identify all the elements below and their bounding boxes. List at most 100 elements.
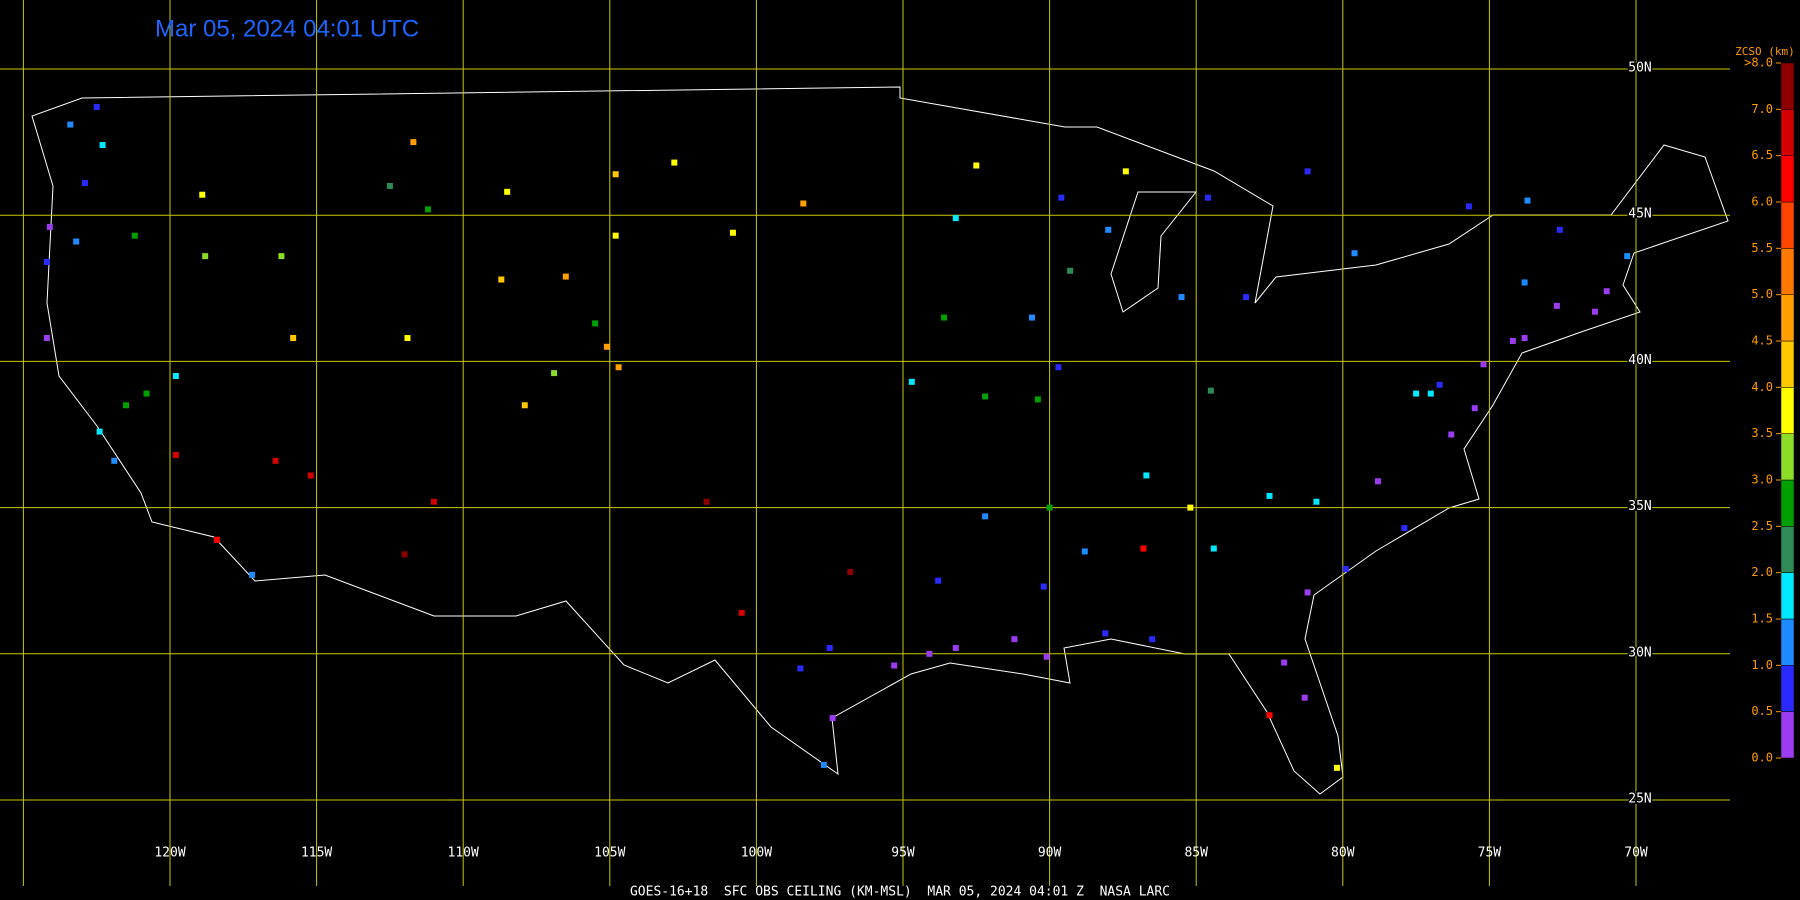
station xyxy=(615,364,622,371)
station xyxy=(96,428,103,435)
colorbar-segment xyxy=(1780,62,1795,110)
colorbar-label: 6.5 xyxy=(1751,148,1773,162)
colorbar-segment xyxy=(1780,665,1795,712)
station xyxy=(290,335,297,342)
station xyxy=(1556,226,1563,233)
station xyxy=(1058,194,1065,201)
station xyxy=(1524,197,1531,204)
station xyxy=(562,273,569,280)
station xyxy=(729,229,736,236)
station xyxy=(199,191,206,198)
colorbar-label: 0.0 xyxy=(1751,751,1773,765)
station xyxy=(1266,712,1273,719)
station xyxy=(612,171,619,178)
lon-label: 105W xyxy=(594,846,625,861)
station xyxy=(1624,253,1631,260)
station xyxy=(1448,431,1455,438)
colorbar-segment xyxy=(1780,294,1795,342)
station xyxy=(1143,472,1150,479)
station xyxy=(703,498,710,505)
map-title: Mar 05, 2024 04:01 UTC xyxy=(155,15,419,42)
station xyxy=(67,121,74,128)
station xyxy=(1427,390,1434,397)
colorbar-label: 2.5 xyxy=(1751,519,1773,533)
station xyxy=(982,513,989,520)
station xyxy=(952,644,959,651)
lat-label: 45N xyxy=(1628,207,1651,222)
colorbar-label: 5.0 xyxy=(1751,287,1773,301)
colorbar-segment xyxy=(1780,109,1795,156)
station xyxy=(1081,548,1088,555)
lon-label: 120W xyxy=(154,846,185,861)
colorbar-segment xyxy=(1780,526,1795,573)
station xyxy=(1591,308,1598,315)
station xyxy=(278,253,285,260)
colorbar-segment xyxy=(1780,201,1795,249)
station xyxy=(1011,636,1018,643)
station xyxy=(1178,294,1185,301)
station xyxy=(504,188,511,195)
colorbar-label: 2.0 xyxy=(1751,565,1773,579)
station xyxy=(1034,396,1041,403)
station xyxy=(93,104,100,111)
station xyxy=(1102,630,1109,637)
station xyxy=(551,370,558,377)
colorbar-title: ZCSO (km) xyxy=(1735,45,1795,58)
station xyxy=(826,644,833,651)
colorbar-label: 4.5 xyxy=(1751,334,1773,348)
station xyxy=(612,232,619,239)
station xyxy=(401,551,408,558)
station xyxy=(1413,390,1420,397)
station xyxy=(1149,636,1156,643)
station xyxy=(1122,168,1129,175)
station xyxy=(1342,566,1349,573)
colorbar-segment xyxy=(1780,479,1795,527)
station xyxy=(272,457,279,464)
station xyxy=(982,393,989,400)
colorbar-label: 3.5 xyxy=(1751,426,1773,440)
station xyxy=(1140,545,1147,552)
lon-label: 75W xyxy=(1478,846,1502,861)
station xyxy=(73,238,80,245)
colorbar-segment xyxy=(1780,433,1795,481)
station xyxy=(1480,361,1487,368)
station xyxy=(425,206,432,213)
station xyxy=(592,320,599,327)
station xyxy=(386,182,393,189)
colorbar-segment xyxy=(1780,572,1795,620)
station xyxy=(143,390,150,397)
station xyxy=(202,253,209,260)
station xyxy=(820,761,827,768)
station xyxy=(123,402,130,409)
colorbar-segment xyxy=(1780,248,1795,295)
lat-label: 40N xyxy=(1628,353,1651,368)
station xyxy=(99,142,106,149)
colorbar: ZCSO (km) 0.0 0.5 1.0 1.5 2.0 2.5 3.0 3.5 4.0 4.5 5… xyxy=(1735,45,1795,765)
colorbar-segment xyxy=(1780,618,1795,666)
station xyxy=(307,472,314,479)
colorbar-label: 0.5 xyxy=(1751,704,1773,718)
station xyxy=(1055,364,1062,371)
lon-label: 115W xyxy=(301,846,332,861)
station xyxy=(1509,337,1516,344)
station xyxy=(797,665,804,672)
station xyxy=(1374,478,1381,485)
colorbar-label: 1.5 xyxy=(1751,612,1773,626)
lat-label: 25N xyxy=(1628,792,1651,807)
station xyxy=(1043,653,1050,660)
station xyxy=(1553,302,1560,309)
footer: GOES-16+18 SFC OBS CEILING (KM-MSL) MAR … xyxy=(630,885,1170,900)
colorbar-label: 4.0 xyxy=(1751,380,1773,394)
colorbar-label: 6.0 xyxy=(1751,195,1773,209)
station xyxy=(410,139,417,146)
station xyxy=(1281,659,1288,666)
station xyxy=(43,335,50,342)
station xyxy=(249,571,256,578)
station xyxy=(738,609,745,616)
station xyxy=(1243,294,1250,301)
colorbar-label: 5.5 xyxy=(1751,241,1773,255)
colorbar-segment xyxy=(1780,387,1795,434)
station xyxy=(1210,545,1217,552)
station xyxy=(1040,583,1047,590)
